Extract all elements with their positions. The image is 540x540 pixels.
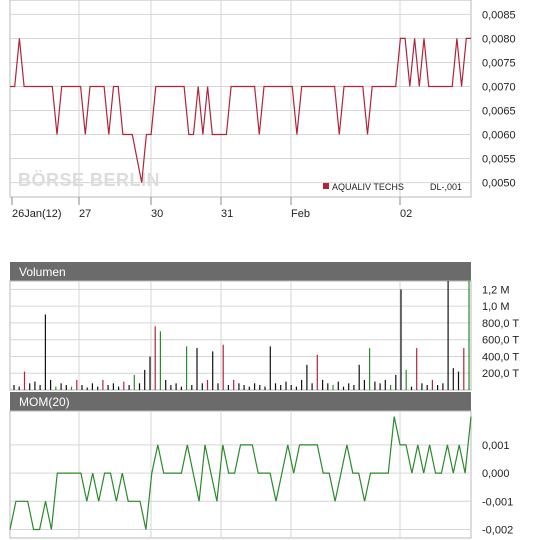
- volume-plot-frame: [9, 280, 472, 391]
- price-y-tick-label: 0,0055: [482, 154, 516, 166]
- volume-y-tick-label: 400,0 T: [482, 351, 519, 363]
- price-y-tick-label: 0,0065: [482, 106, 516, 118]
- price-plot-frame: [9, 0, 472, 198]
- price-y-tick-label: 0,0085: [482, 9, 516, 21]
- legend: AQUALIV TECHS DL-,001: [323, 182, 462, 192]
- volume-y-tick-label: 1,2 M: [482, 284, 510, 296]
- momentum-y-axis: 0,001 0,000 -0,001 -0,002: [482, 440, 513, 537]
- momentum-panel: MOM(20) 0,001 0,000 -0,001 -0,002: [9, 392, 513, 539]
- legend-code: DL-,001: [430, 182, 462, 192]
- momentum-title-bar: [10, 392, 471, 411]
- legend-label: AQUALIV TECHS: [332, 182, 404, 192]
- momentum-y-tick-label: -0,002: [482, 525, 513, 537]
- price-gridlines: [10, 0, 471, 197]
- momentum-title: MOM(20): [19, 395, 70, 409]
- price-x-tick-label: 27: [79, 208, 91, 220]
- price-x-tick-label: 02: [400, 208, 412, 220]
- volume-bars: [13, 281, 470, 390]
- volume-panel: Volumen 1,2 M 1,0 M 800,0 T 600,0 T 400,0 T 2…: [9, 262, 519, 391]
- price-x-axis: 26Jan(12) 27 30 31 Feb 02: [11, 197, 412, 220]
- price-series-line: [10, 37, 471, 183]
- price-y-tick-label: 0,0060: [482, 130, 516, 142]
- volume-y-tick-label: 800,0 T: [482, 318, 519, 330]
- momentum-y-tick-label: 0,001: [482, 440, 510, 452]
- volume-y-axis: 1,2 M 1,0 M 800,0 T 600,0 T 400,0 T 200,0 T: [482, 284, 519, 380]
- volume-y-tick-label: 1,0 M: [482, 301, 510, 313]
- price-y-tick-label: 0,0075: [482, 57, 516, 69]
- price-y-tick-label: 0,0070: [482, 81, 516, 93]
- price-x-tick-label: 31: [221, 208, 233, 220]
- price-x-tick-label: 30: [151, 208, 163, 220]
- price-x-tick-label: 26Jan(12): [12, 208, 62, 220]
- price-panel: BÖRSE BERLIN 0,00850,00800,00750,00700,0…: [9, 0, 516, 220]
- volume-title: Volumen: [19, 265, 66, 279]
- price-x-tick-label: Feb: [291, 208, 310, 220]
- price-y-axis: 0,0085 0,0080 0,0075 0,0070 0,0065 0,0060 0,00…: [482, 9, 516, 189]
- volume-gridlines: [10, 281, 471, 390]
- momentum-y-tick-label: -0,001: [482, 496, 513, 508]
- legend-swatch: [323, 183, 329, 189]
- price-y-tick-label: 0,0080: [482, 33, 516, 45]
- watermark: BÖRSE BERLIN: [18, 170, 160, 190]
- volume-y-tick-label: 200,0 T: [482, 368, 519, 380]
- momentum-plot-frame: [9, 410, 472, 539]
- volume-title-bar: [10, 262, 471, 281]
- momentum-series-line: [9, 416, 472, 531]
- price-y-tick-label: 0,0050: [482, 178, 516, 190]
- momentum-y-tick-label: 0,000: [482, 468, 510, 480]
- volume-y-tick-label: 600,0 T: [482, 335, 519, 347]
